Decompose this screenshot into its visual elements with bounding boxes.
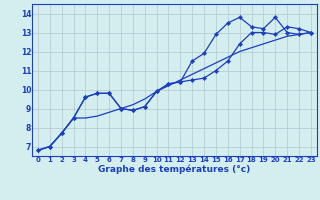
X-axis label: Graphe des températures (°c): Graphe des températures (°c) bbox=[98, 164, 251, 174]
